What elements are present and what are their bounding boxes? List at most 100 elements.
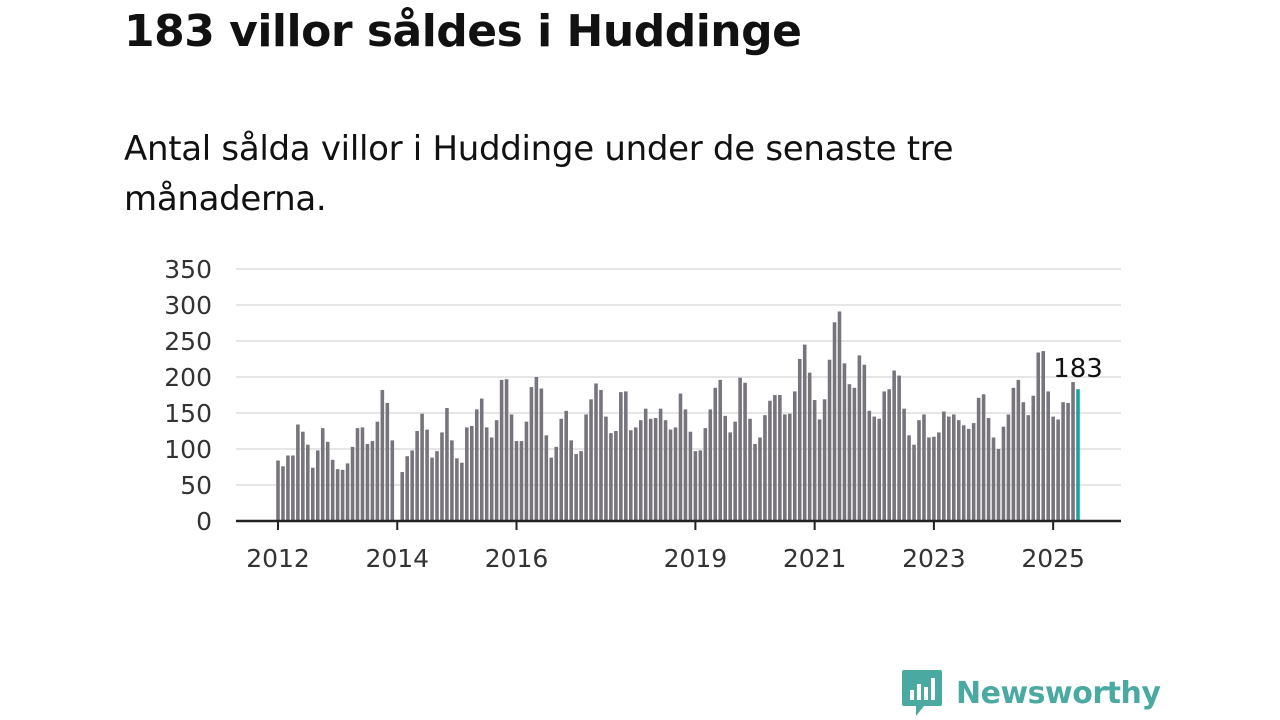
bar <box>887 389 891 521</box>
bar <box>991 437 996 521</box>
bar <box>951 414 956 521</box>
bar <box>658 408 663 521</box>
bar <box>1056 419 1060 521</box>
bar <box>912 444 916 521</box>
bar <box>524 421 529 521</box>
bar <box>788 413 792 521</box>
bar <box>678 393 683 521</box>
bar <box>986 418 991 521</box>
bar <box>435 451 439 521</box>
x-tick-label: 2016 <box>485 544 549 573</box>
bar <box>857 355 862 521</box>
y-tick-label: 350 <box>164 255 212 284</box>
bar <box>375 421 380 521</box>
bar <box>966 428 971 521</box>
bar <box>325 441 330 521</box>
bar <box>638 420 643 521</box>
bar <box>1036 352 1041 521</box>
bar <box>474 409 479 521</box>
y-tick-label: 100 <box>164 435 212 464</box>
bar <box>281 466 285 521</box>
bar <box>465 427 469 521</box>
bar <box>897 375 901 521</box>
bar <box>604 416 608 521</box>
bar <box>902 408 906 521</box>
bar-latest <box>1076 389 1080 521</box>
bar <box>629 430 633 521</box>
bar <box>862 364 867 521</box>
bar <box>763 415 767 521</box>
bar <box>286 455 290 521</box>
bar <box>708 409 713 521</box>
bar <box>648 418 653 521</box>
bar <box>802 344 807 521</box>
bar <box>370 441 375 521</box>
bar <box>425 429 429 521</box>
bar <box>693 451 698 521</box>
bar <box>445 407 449 521</box>
bar <box>773 395 777 521</box>
bar <box>981 394 986 521</box>
bar <box>673 427 678 521</box>
bar <box>1021 402 1026 521</box>
bar <box>335 469 340 521</box>
bar <box>877 418 882 521</box>
bar <box>315 450 320 521</box>
bar <box>832 322 837 521</box>
bar <box>499 379 504 521</box>
bar <box>996 449 1001 521</box>
bar <box>847 384 852 521</box>
bar <box>1041 351 1046 521</box>
bar <box>296 424 300 521</box>
bar <box>340 469 345 521</box>
bar <box>683 409 688 521</box>
x-tick-label: 2023 <box>902 544 966 573</box>
bar <box>1051 416 1055 521</box>
bar <box>743 382 747 521</box>
chart-title: 183 villor såldes i Huddinge <box>124 6 802 57</box>
bar <box>390 440 395 521</box>
bar <box>976 397 981 521</box>
bar <box>400 472 405 521</box>
bar <box>514 441 519 521</box>
y-tick-label: 50 <box>180 471 212 500</box>
x-tick-label: 2025 <box>1021 544 1085 573</box>
newsworthy-logo: Newsworthy <box>902 670 1161 716</box>
bar <box>479 398 484 521</box>
bar <box>415 431 419 521</box>
x-tick-label: 2014 <box>365 544 429 573</box>
bar <box>509 414 514 521</box>
bar <box>961 425 966 521</box>
bar <box>385 402 390 521</box>
bar <box>529 387 534 521</box>
bar <box>872 416 877 521</box>
bar <box>330 459 335 521</box>
bar <box>539 388 544 521</box>
bar <box>817 419 822 521</box>
bar <box>554 446 559 521</box>
bar <box>574 454 578 521</box>
bar <box>688 431 693 521</box>
bar <box>937 432 941 521</box>
bar <box>703 428 708 521</box>
bar <box>822 399 827 521</box>
bar <box>956 420 961 521</box>
bar <box>276 460 280 521</box>
bar <box>723 415 727 521</box>
bar <box>718 379 723 521</box>
bar <box>380 389 385 521</box>
bar <box>420 413 424 521</box>
y-tick-label: 200 <box>164 363 212 392</box>
bar <box>549 457 554 521</box>
bar <box>470 425 474 521</box>
bar <box>609 433 613 521</box>
bar <box>842 363 847 521</box>
bar <box>455 458 459 521</box>
bar <box>405 456 409 521</box>
bar <box>619 392 623 521</box>
bar <box>837 311 842 521</box>
bar <box>758 437 762 521</box>
x-tick-label: 2012 <box>246 544 310 573</box>
bar <box>504 379 509 521</box>
